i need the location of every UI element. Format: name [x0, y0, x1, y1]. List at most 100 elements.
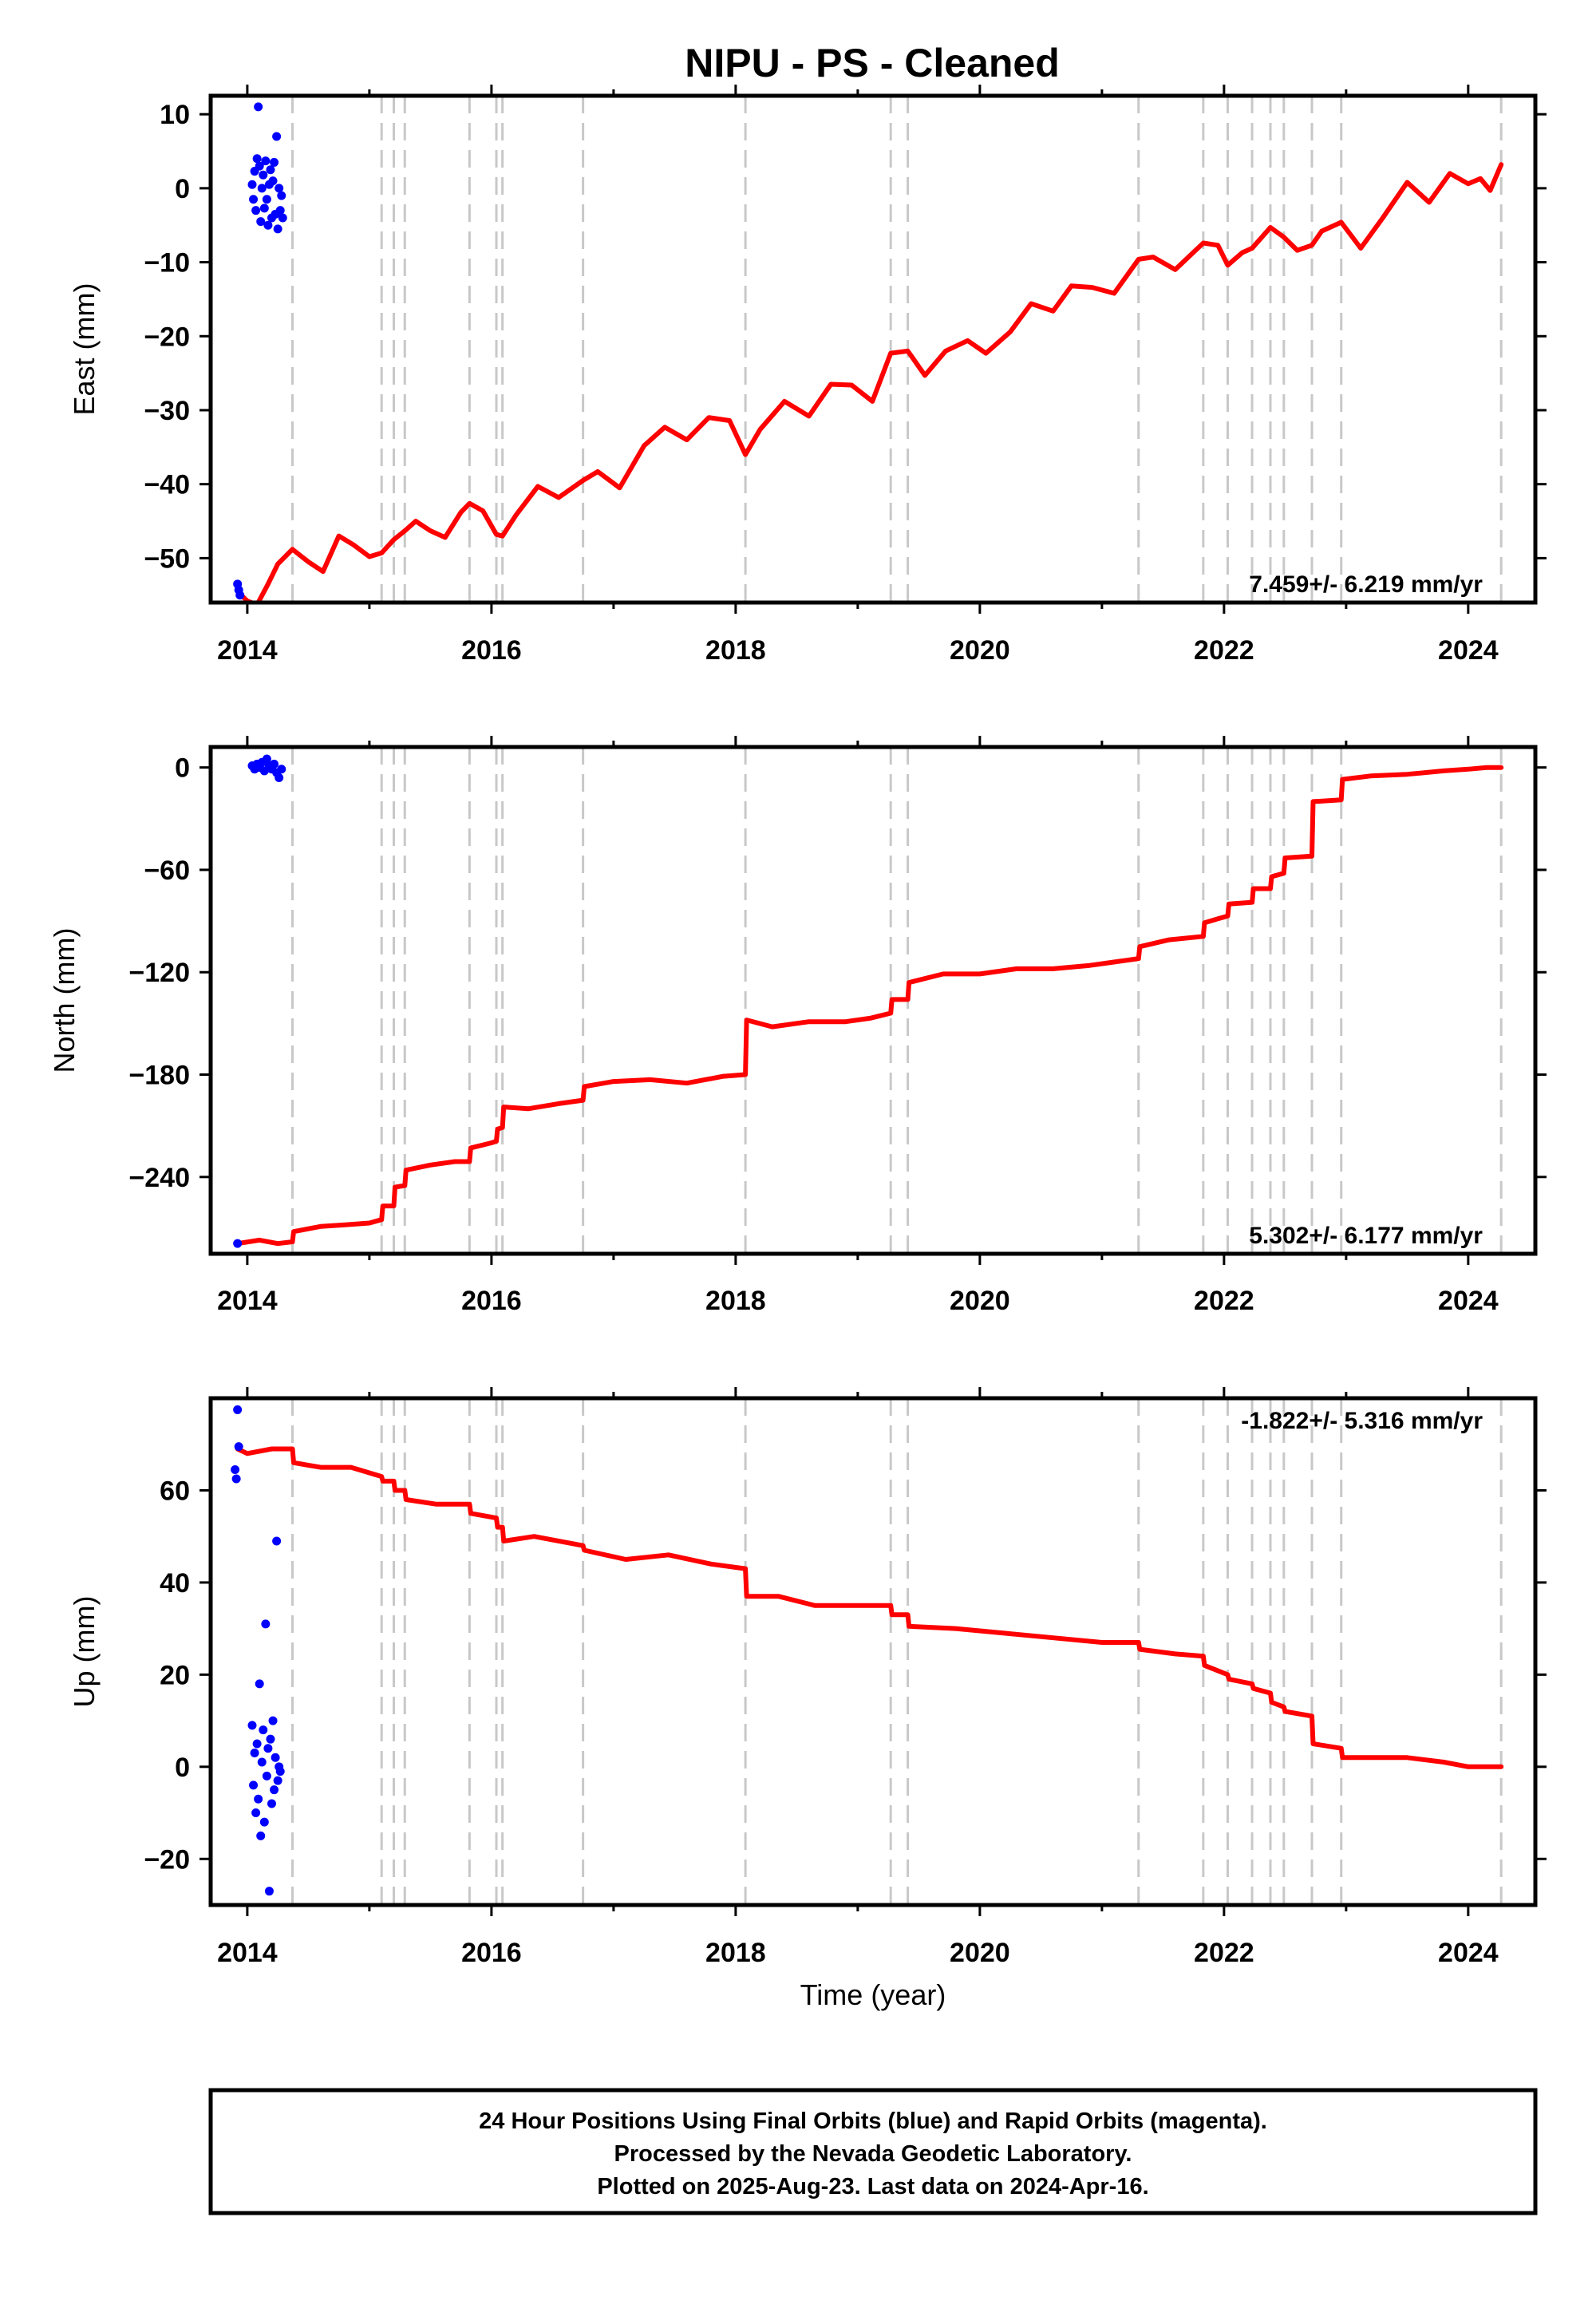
footer-line-2: Processed by the Nevada Geodetic Laborat…	[614, 2141, 1132, 2167]
up-frame	[208, 1396, 1538, 1907]
east-y-tick-label: −50	[144, 543, 190, 574]
up-data-point	[252, 1739, 262, 1749]
east-data-point	[251, 206, 261, 215]
up-y-tick-label: 40	[160, 1568, 190, 1599]
footer-line-1: 24 Hour Positions Using Final Orbits (bl…	[479, 2109, 1267, 2134]
east-data-point	[252, 154, 262, 164]
up-data-point	[275, 1767, 285, 1777]
north-plot-area	[233, 747, 1504, 1254]
north-y-tick-label: −60	[144, 856, 190, 886]
up-data-point	[251, 1808, 261, 1818]
east-x-tick-label: 2014	[217, 635, 278, 666]
east-data-point	[256, 217, 266, 227]
up-data-point	[267, 1799, 276, 1808]
north-x-tick-label: 2018	[705, 1286, 766, 1316]
east-data-point	[266, 165, 275, 175]
east-x-tick-label: 2016	[461, 635, 522, 666]
east-y-tick-label: −40	[144, 470, 190, 500]
up-x-tick-label: 2024	[1438, 1938, 1499, 1968]
east-x-tick-label: 2020	[950, 635, 1010, 666]
east-panel: 2014 2016 2018 2020 2022 2024 10 0 −10 −20 −30 −40 −…	[68, 85, 1547, 666]
north-data-point	[233, 1239, 243, 1248]
up-y-tick-label: 60	[160, 1476, 190, 1506]
east-data-point	[259, 170, 268, 180]
east-y-tick-label: −20	[144, 322, 190, 352]
north-y-axis-label: North (mm)	[48, 928, 81, 1073]
east-data-point	[275, 206, 285, 215]
up-data-point	[231, 1474, 241, 1484]
north-panel: 2014 2016 2018 2020 2022 2024 0 −60 −120 −180 −240…	[48, 736, 1547, 1316]
up-data-point	[259, 1725, 268, 1735]
up-data-point	[234, 1442, 243, 1452]
north-data-point	[262, 754, 271, 764]
east-data-point	[278, 213, 287, 223]
footer-line-3: Plotted on 2025-Aug-23. Last data on 202…	[597, 2174, 1148, 2199]
up-data-point	[255, 1679, 264, 1689]
east-rate-annotation: 7.459+/- 6.219 mm/yr	[1249, 571, 1483, 598]
north-y-tick-label: −240	[128, 1163, 190, 1193]
east-data-point	[247, 180, 257, 189]
up-data-point	[270, 1785, 279, 1795]
east-y-tick-label: −30	[144, 396, 190, 426]
north-data-point	[275, 773, 284, 782]
up-x-tick-label: 2020	[950, 1938, 1010, 1968]
north-x-tick-label: 2024	[1438, 1286, 1499, 1316]
north-x-tick-label: 2014	[217, 1286, 278, 1316]
east-plot-area	[233, 96, 1504, 603]
up-model-line	[235, 1446, 1504, 1769]
east-y-tick-label: 10	[160, 100, 190, 130]
up-x-tick-label: 2018	[705, 1938, 766, 1968]
north-y-tick-label: 0	[175, 753, 190, 784]
up-y-tick-label: 20	[160, 1660, 190, 1690]
up-x-tick-label: 2016	[461, 1938, 522, 1968]
north-data-point	[270, 759, 279, 769]
east-y-tick-label: −10	[144, 248, 190, 279]
up-data-point	[249, 1780, 259, 1790]
east-data-point	[263, 220, 273, 230]
up-data-point	[262, 1771, 271, 1780]
up-data-point	[263, 1744, 273, 1753]
up-data-point	[233, 1405, 243, 1414]
east-data-point	[277, 191, 286, 200]
east-data-point	[262, 195, 271, 204]
east-data-point	[259, 204, 269, 213]
north-frame	[208, 745, 1538, 1256]
up-data-point	[257, 1757, 267, 1767]
east-data-point	[272, 132, 282, 141]
north-x-tick-label: 2016	[461, 1286, 522, 1316]
up-y-tick-label: 0	[175, 1753, 190, 1783]
footer-box: 24 Hour Positions Using Final Orbits (bl…	[208, 2088, 1538, 2215]
east-data-point	[254, 102, 263, 112]
east-data-point	[255, 161, 264, 171]
up-data-point	[261, 1619, 271, 1629]
east-data-point	[270, 157, 279, 167]
up-data-point	[264, 1887, 274, 1896]
up-panel: 2014 2016 2018 2020 2022 2024 60 40 20 0 −20 Up (mm…	[68, 1387, 1547, 2011]
east-x-tick-label: 2022	[1194, 635, 1254, 666]
up-y-axis-label: Up (mm)	[68, 1596, 101, 1708]
east-y-tick-label: 0	[175, 174, 190, 204]
east-frame	[208, 93, 1538, 605]
up-data-point	[247, 1721, 257, 1730]
east-x-tick-label: 2024	[1438, 635, 1499, 666]
east-data-point	[275, 184, 284, 193]
up-data-point	[266, 1734, 275, 1744]
north-model-line	[235, 765, 1504, 1247]
east-data-point	[268, 176, 278, 186]
up-data-point	[271, 1753, 280, 1762]
east-y-axis-label: East (mm)	[68, 283, 101, 416]
north-y-tick-label: −120	[128, 958, 190, 988]
north-y-tick-label: −180	[128, 1061, 190, 1091]
north-x-tick-label: 2020	[950, 1286, 1010, 1316]
up-data-point	[231, 1464, 240, 1474]
east-x-tick-label: 2018	[705, 635, 766, 666]
up-x-axis-label: Time (year)	[800, 1978, 946, 2011]
chart-title: NIPU - PS - Cleaned	[685, 41, 1060, 85]
up-x-tick-label: 2014	[217, 1938, 278, 1968]
north-rate-annotation: 5.302+/- 6.177 mm/yr	[1249, 1223, 1483, 1249]
panels-group: 2014 2016 2018 2020 2022 2024 10 0 −10 −20 −30 −40 −…	[48, 85, 1547, 2011]
up-plot-area	[231, 1398, 1504, 1905]
up-data-point	[268, 1716, 278, 1725]
east-data-point	[273, 224, 282, 234]
east-data-point	[249, 195, 259, 204]
